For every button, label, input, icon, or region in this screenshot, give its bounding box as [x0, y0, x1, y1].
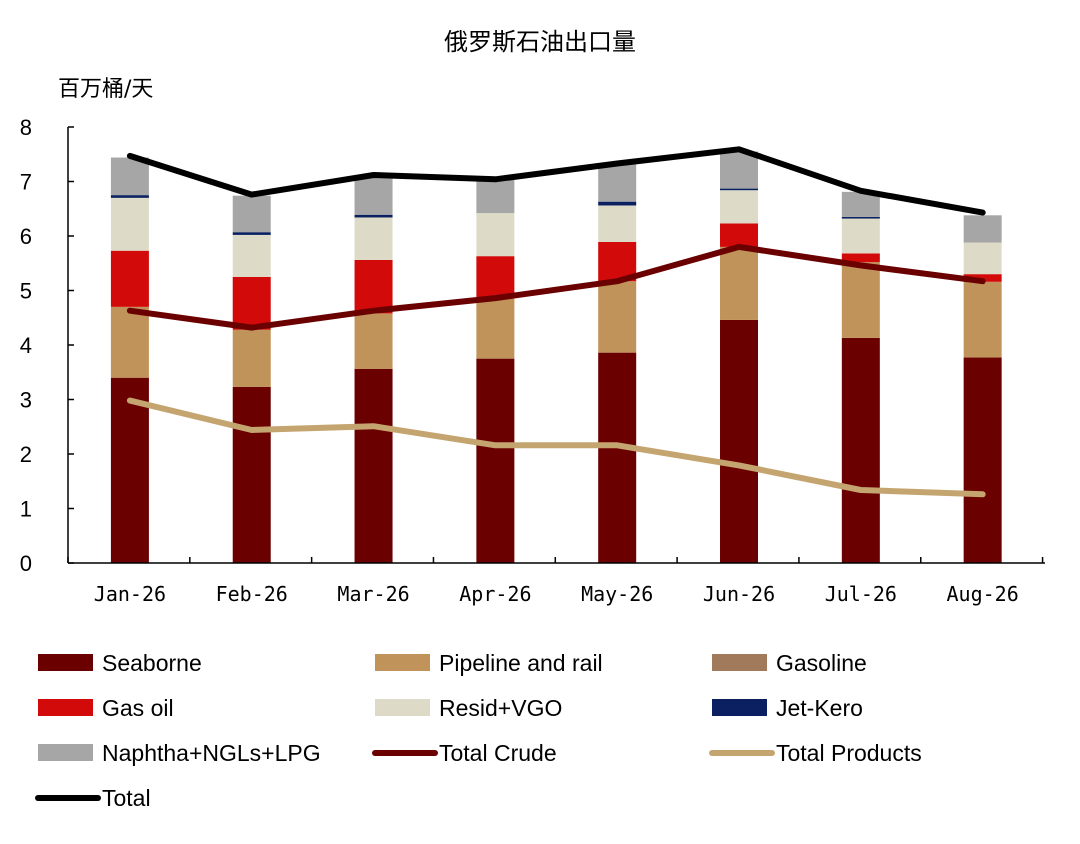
bar-segment-seaborne-jul-26 — [841, 337, 880, 563]
bar-segment-seaborne-apr-26 — [476, 358, 515, 563]
y-tick-label: 1 — [20, 497, 32, 522]
bar-segment-jet-kero-may-26 — [598, 201, 637, 206]
bar-segment-jet-kero-feb-26 — [232, 232, 271, 235]
legend-item-total: Total — [35, 785, 151, 811]
bar-segment-pipeline-and-rail-may-26 — [598, 281, 637, 353]
legend-item-seaborne: Seaborne — [38, 650, 202, 676]
x-tick-label: Feb-26 — [216, 582, 288, 606]
bar-segment-gas-oil-aug-26 — [963, 274, 1002, 282]
line-total-crude — [126, 243, 986, 331]
bar-segment-gas-oil-mar-26 — [354, 259, 393, 314]
legend-item-pipeline-and-rail: Pipeline and rail — [375, 650, 603, 676]
line-total — [126, 146, 986, 216]
bar-segment-gas-oil-jan-26 — [110, 250, 149, 307]
y-tick-label: 7 — [20, 170, 32, 195]
bar-segment-pipeline-and-rail-jan-26 — [110, 306, 149, 378]
legend-item-gasoline: Gasoline — [712, 650, 867, 676]
legend-item-resid-vgo: Resid+VGO — [375, 695, 562, 721]
bar-segment-jet-kero-mar-26 — [354, 214, 393, 218]
bar-segment-seaborne-feb-26 — [232, 386, 271, 563]
bar-segment-naphtha-ngls-lpg-jan-26 — [110, 157, 149, 196]
bar-segment-pipeline-and-rail-apr-26 — [476, 298, 515, 359]
bar-segment-resid-vgo-may-26 — [598, 205, 637, 242]
x-tick-label: Apr-26 — [459, 582, 531, 606]
bar-segment-seaborne-may-26 — [598, 352, 637, 563]
x-tick-label: Jan-26 — [94, 582, 166, 606]
x-tick-label: Jul-26 — [825, 582, 897, 606]
y-tick-label: 4 — [20, 333, 32, 358]
plot-area: 0 1 2 3 4 5 6 7 8 Jan-26 Feb-26 Mar-26 Apr-26 May-26 J… — [20, 115, 1045, 606]
bar-segment-pipeline-and-rail-jun-26 — [720, 246, 759, 320]
bar-segment-resid-vgo-mar-26 — [354, 217, 393, 260]
legend-swatch — [712, 654, 767, 671]
bar-segment-gas-oil-jun-26 — [720, 223, 759, 247]
bar-segment-gas-oil-jul-26 — [841, 253, 880, 263]
legend-label: Jet-Kero — [776, 695, 863, 721]
bar-segment-resid-vgo-aug-26 — [963, 242, 1002, 275]
legend-swatch — [38, 654, 93, 671]
bar-segment-jet-kero-jun-26 — [720, 188, 759, 191]
chart-title: 俄罗斯石油出口量 — [444, 28, 636, 56]
y-tick-label: 5 — [20, 279, 32, 304]
x-tick-label: May-26 — [581, 582, 653, 606]
legend-label: Total Crude — [439, 740, 557, 766]
legend-item-gas-oil: Gas oil — [38, 695, 174, 721]
bar-segment-gas-oil-apr-26 — [476, 256, 515, 299]
x-tick-label: Aug-26 — [947, 582, 1019, 606]
bar-segment-naphtha-ngls-lpg-aug-26 — [963, 215, 1002, 243]
y-tick-label: 0 — [20, 551, 32, 576]
x-tick-label: Jun-26 — [703, 582, 775, 606]
legend-swatch — [375, 699, 430, 716]
y-axis-unit-label: 百万桶/天 — [58, 77, 153, 102]
bar-segment-jet-kero-jul-26 — [841, 216, 880, 219]
bar-segment-resid-vgo-jun-26 — [720, 190, 759, 224]
legend-item-naphtha-ngls-lpg: Naphtha+NGLs+LPG — [38, 740, 321, 766]
bar-segment-pipeline-and-rail-feb-26 — [232, 329, 271, 387]
bar-segment-seaborne-jan-26 — [110, 377, 149, 563]
y-tick-label: 8 — [20, 115, 32, 140]
y-tick-label: 2 — [20, 442, 32, 467]
bar-segment-pipeline-and-rail-jul-26 — [841, 262, 880, 338]
bar-segment-resid-vgo-feb-26 — [232, 234, 271, 277]
legend-label: Seaborne — [102, 650, 202, 676]
legend-swatch — [375, 654, 430, 671]
bar-segment-pipeline-and-rail-aug-26 — [963, 281, 1002, 358]
legend-item-total-products: Total Products — [709, 740, 922, 766]
bar-segment-jet-kero-jan-26 — [110, 195, 149, 198]
x-tick-label: Mar-26 — [337, 582, 409, 606]
legend-label: Total — [102, 785, 151, 811]
y-tick-label: 3 — [20, 388, 32, 413]
legend-swatch — [38, 744, 93, 761]
legend-item-jet-kero: Jet-Kero — [712, 695, 863, 721]
legend-label: Resid+VGO — [439, 695, 562, 721]
bar-segment-naphtha-ngls-lpg-apr-26 — [476, 179, 515, 214]
bar-segment-naphtha-ngls-lpg-jun-26 — [720, 151, 759, 189]
bar-segment-resid-vgo-jul-26 — [841, 218, 880, 254]
bar-segment-naphtha-ngls-lpg-feb-26 — [232, 195, 271, 233]
line-total-products — [126, 397, 986, 498]
bar-segment-resid-vgo-jan-26 — [110, 197, 149, 251]
legend-label: Gas oil — [102, 695, 174, 721]
y-tick-label: 6 — [20, 224, 32, 249]
legend-label: Naphtha+NGLs+LPG — [102, 740, 321, 766]
legend-item-total-crude: Total Crude — [372, 740, 557, 766]
bar-segment-naphtha-ngls-lpg-may-26 — [598, 163, 637, 202]
bar-segment-pipeline-and-rail-mar-26 — [354, 313, 393, 369]
legend-label: Pipeline and rail — [439, 650, 603, 676]
legend-swatch — [712, 699, 767, 716]
bar-segment-naphtha-ngls-lpg-mar-26 — [354, 175, 393, 215]
bar-segment-seaborne-mar-26 — [354, 368, 393, 563]
bar-segment-seaborne-jun-26 — [720, 319, 759, 563]
legend-label: Total Products — [776, 740, 922, 766]
bar-segment-resid-vgo-apr-26 — [476, 213, 515, 257]
bar-segment-gas-oil-feb-26 — [232, 276, 271, 330]
bar-segment-seaborne-aug-26 — [963, 357, 1002, 563]
legend-label: Gasoline — [776, 650, 867, 676]
legend-swatch — [38, 699, 93, 716]
legend: Seaborne Pipeline and rail Gasoline Gas oil… — [35, 650, 922, 811]
